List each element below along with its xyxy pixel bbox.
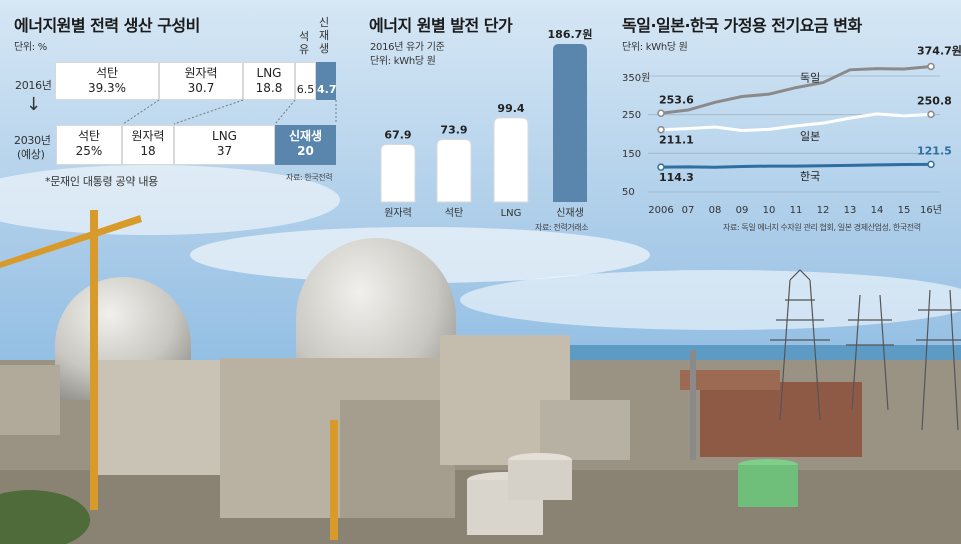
panel2-note: 2016년 유가 기준	[370, 42, 445, 53]
x-tick-label: 2006	[648, 205, 673, 216]
arrow-down-icon: ↓	[26, 94, 41, 115]
panel2-source: 자료: 전력거래소	[535, 223, 589, 232]
bar-value-label: 186.7원	[548, 27, 593, 41]
bar-value-label: 99.4	[497, 102, 524, 115]
x-tick-label: 13	[844, 205, 857, 216]
seg-2030-lng: LNG 37	[174, 125, 275, 165]
bar-category-label: 신재생	[556, 207, 584, 219]
panel1-unit: 단위: %	[14, 42, 47, 53]
seg-2030-nuclear: 원자력 18	[122, 125, 174, 165]
seg-2016-oil-label: 석유	[299, 30, 309, 56]
ytick-150: 150	[622, 149, 642, 160]
series-endpoint	[657, 109, 665, 118]
series-name-label: 독일	[800, 71, 820, 85]
series-endpoint	[657, 163, 665, 171]
bar-2	[493, 117, 529, 203]
panel2-title: 에너지 원별 발전 단가	[369, 16, 513, 35]
panel3-unit: 단위: kWh당 원	[622, 42, 688, 53]
row-label-2030: 2030년	[14, 134, 51, 147]
x-tick-label: 15	[898, 205, 911, 216]
row-sublabel-2030: (예상)	[17, 148, 45, 161]
series-line-2	[660, 162, 932, 169]
bar-value-label: 73.9	[440, 123, 467, 136]
seg-2030-renewable: 신재생 20	[275, 125, 336, 165]
series-start-label: 114.3	[659, 171, 694, 184]
x-tick-label: 07	[682, 205, 695, 216]
series-endpoint	[927, 62, 935, 71]
x-tick-label: 12	[817, 205, 830, 216]
bar-3	[553, 44, 587, 202]
seg-2016-lng: LNG 18.8	[243, 62, 295, 100]
panel1-source: 자료: 한국전력	[286, 173, 333, 182]
ytick-50: 50	[622, 187, 635, 198]
x-tick-label: 16년	[920, 204, 942, 216]
series-endpoint	[657, 125, 665, 134]
series-line-0	[660, 64, 932, 115]
panel1-title: 에너지원별 전력 생산 구성비	[14, 16, 200, 35]
seg-2016-oil: 6.5	[295, 62, 316, 100]
x-tick-label: 08	[709, 205, 722, 216]
series-name-label: 한국	[800, 170, 820, 183]
bar-category-label: 석탄	[445, 207, 463, 219]
bar-0	[380, 144, 416, 203]
seg-2016-renewable: 4.7	[316, 62, 337, 100]
series-end-label: 121.5	[917, 144, 952, 157]
bar-value-label: 67.9	[384, 129, 411, 142]
ytick-350: 350원	[622, 73, 651, 84]
series-line-1	[660, 112, 932, 133]
bar-1	[436, 138, 472, 203]
panel3-source: 자료: 독일 에너지 수자원 관리 협회, 일본 경제산업성, 한국전력	[723, 223, 921, 232]
bar-category-label: 원자력	[384, 207, 412, 219]
series-end-label: 250.8	[917, 94, 952, 107]
ytick-250: 250	[622, 110, 642, 121]
seg-2016-coal: 석탄 39.3%	[55, 62, 159, 100]
seg-2016-nuclear: 원자력 30.7	[159, 62, 243, 100]
x-tick-label: 09	[736, 205, 749, 216]
series-endpoint	[927, 110, 935, 119]
row-label-2016: 2016년	[15, 79, 52, 92]
panel3-title: 독일·일본·한국 가정용 전기요금 변화	[622, 16, 862, 35]
panel2-unit: 단위: kWh당 원	[370, 56, 436, 67]
bar-category-label: LNG	[501, 208, 522, 219]
series-end-label: 374.7원	[917, 43, 961, 57]
panel1-footnote: *문재인 대통령 공약 내용	[45, 175, 158, 188]
series-start-label: 253.6	[659, 93, 694, 106]
x-tick-label: 10	[763, 205, 776, 216]
seg-2016-renewable-label: 신재생	[319, 16, 329, 55]
series-endpoint	[927, 160, 935, 169]
x-tick-label: 14	[871, 205, 884, 216]
series-name-label: 일본	[800, 129, 820, 143]
x-tick-label: 11	[790, 205, 803, 216]
seg-2030-coal: 석탄 25%	[56, 125, 122, 165]
series-start-label: 211.1	[659, 134, 694, 147]
